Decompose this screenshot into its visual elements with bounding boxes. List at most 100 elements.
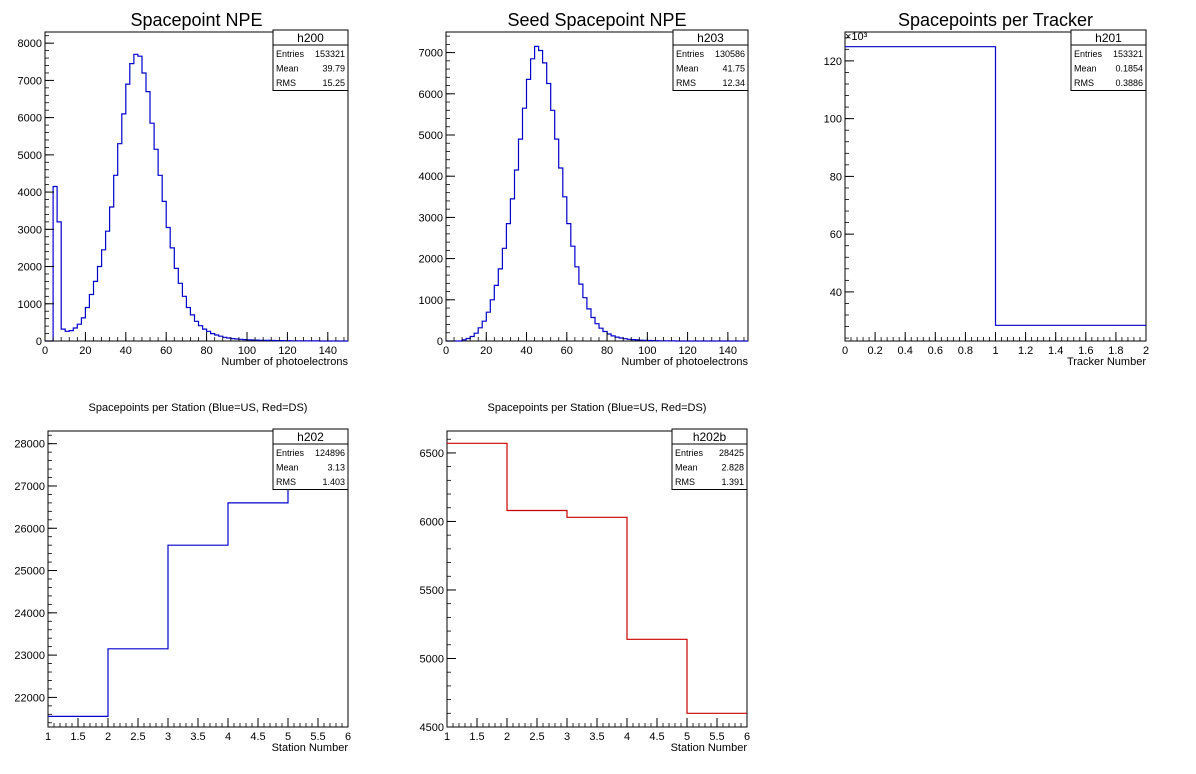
x-axis-label: Tracker Number — [1067, 356, 1146, 368]
stats-value: 153321 — [1113, 49, 1143, 59]
y-tick-label: 6000 — [18, 113, 42, 125]
chart-h201: Spacepoints per Tracker 0 0.2 0.4 0.6 0.8 1 1.2… — [824, 10, 1149, 368]
stats-value: 0.3886 — [1115, 78, 1143, 88]
chart-h203: Seed Spacepoint NPE 0 20 40 60 80 100 120 140 0 10… — [419, 10, 749, 368]
stats-label: RMS — [1074, 78, 1094, 88]
x-tick-label: 0 — [842, 345, 848, 357]
x-tick-label: 2.5 — [529, 731, 544, 743]
x-tick-label: 140 — [719, 345, 737, 357]
y-tick-label: 5000 — [420, 653, 444, 665]
chart-h202: Spacepoints per Station (Blue=US, Red=DS… — [14, 402, 351, 754]
stats-value: 0.1854 — [1115, 64, 1143, 74]
y-tick-label: 120 — [824, 56, 842, 68]
y-tick-label: 8000 — [18, 38, 42, 50]
y-tick-label: 100 — [824, 114, 842, 126]
y-tick-label: 4000 — [419, 171, 443, 183]
stats-box-title: h202 — [297, 430, 324, 444]
y-tick-label: 7000 — [18, 75, 42, 87]
plot-frame — [445, 31, 749, 342]
x-axis-label: Number of photoelectrons — [621, 356, 748, 368]
x-tick-label: 100 — [238, 345, 256, 357]
chart-title: Spacepoints per Station (Blue=US, Red=DS… — [488, 402, 707, 414]
x-tick-label: 20 — [480, 345, 492, 357]
x-tick-label: 0 — [443, 345, 449, 357]
stats-box-title: h202b — [693, 430, 727, 444]
stats-value: 15.25 — [322, 78, 345, 88]
stats-box-title: h203 — [697, 31, 724, 45]
histogram-series — [45, 53, 348, 342]
x-tick-label: 1 — [45, 731, 51, 743]
stats-box: h203 Entries 130586 Mean 41.75 RMS 12.34 — [672, 29, 749, 91]
stats-box: h202 Entries 124896 Mean 3.13 RMS 1.403 — [272, 428, 349, 490]
chart-title: Spacepoint NPE — [130, 10, 262, 30]
stats-label: Entries — [676, 49, 705, 59]
y-tick-label: 2000 — [18, 262, 42, 274]
x-tick-label: 3 — [165, 731, 171, 743]
stats-value: 3.13 — [327, 463, 345, 473]
x-tick-label: 2.5 — [130, 731, 145, 743]
y-tick-label: 40 — [830, 287, 842, 299]
chart-title: Spacepoints per Station (Blue=US, Red=DS… — [89, 402, 308, 414]
x-tick-label: 1.4 — [1048, 345, 1063, 357]
y-tick-label: 1000 — [419, 295, 443, 307]
y-tick-label: 60 — [830, 229, 842, 241]
x-tick-label: 1.5 — [70, 731, 85, 743]
stats-value: 2.828 — [721, 463, 744, 473]
x-axis-label: Number of photoelectrons — [221, 356, 348, 368]
y-tick-label: 80 — [830, 171, 842, 183]
x-tick-label: 5 — [285, 731, 291, 743]
stats-label: Mean — [276, 64, 299, 74]
x-tick-label: 5 — [684, 731, 690, 743]
y-tick-label: 6000 — [420, 516, 444, 528]
x-tick-label: 4.5 — [649, 731, 664, 743]
x-tick-label: 4.5 — [250, 731, 265, 743]
chart-h200: Spacepoint NPE 0 20 40 60 80 100 120 140 0 1000 200… — [18, 10, 349, 368]
x-tick-label: 0 — [42, 345, 48, 357]
x-tick-label: 1.6 — [1078, 345, 1093, 357]
stats-label: Entries — [1074, 49, 1103, 59]
x-tick-label: 5.5 — [310, 731, 325, 743]
histogram-series — [447, 442, 747, 714]
stats-label: Mean — [276, 463, 299, 473]
stats-value: 39.79 — [322, 64, 345, 74]
x-tick-label: 4 — [225, 731, 231, 743]
y-tick-label: 6000 — [419, 89, 443, 101]
x-tick-label: 0.6 — [928, 345, 943, 357]
x-tick-label: 20 — [79, 345, 91, 357]
stats-box-title: h201 — [1095, 31, 1122, 45]
stats-label: Entries — [276, 448, 305, 458]
x-tick-label: 40 — [120, 345, 132, 357]
y-tick-label: 5000 — [419, 130, 443, 142]
stats-value: 1.403 — [322, 477, 345, 487]
x-tick-label: 140 — [319, 345, 337, 357]
y-tick-label: 6500 — [420, 448, 444, 460]
y-tick-label: 1000 — [18, 299, 42, 311]
y-tick-label: 3000 — [419, 212, 443, 224]
stats-box-title: h200 — [297, 31, 324, 45]
y-tick-label: 3000 — [18, 224, 42, 236]
stats-label: Mean — [1074, 64, 1097, 74]
x-tick-label: 1.2 — [1018, 345, 1033, 357]
y-tick-label: 26000 — [14, 523, 45, 535]
x-tick-label: 120 — [278, 345, 296, 357]
x-tick-label: 3.5 — [589, 731, 604, 743]
x-tick-label: 80 — [200, 345, 212, 357]
x-axis-label: Station Number — [272, 742, 349, 754]
x-tick-label: 1.5 — [469, 731, 484, 743]
stats-box: h200 Entries 153321 Mean 39.79 RMS 15.25 — [272, 29, 349, 91]
plot-frame — [44, 31, 349, 342]
stats-label: Mean — [675, 463, 698, 473]
stats-value: 130586 — [715, 49, 745, 59]
x-tick-label: 60 — [160, 345, 172, 357]
chart-title: Seed Spacepoint NPE — [507, 10, 686, 30]
stats-value: 12.34 — [722, 78, 745, 88]
stats-box: h202b Entries 28425 Mean 2.828 RMS 1.391 — [671, 428, 748, 490]
stats-value: 28425 — [719, 448, 744, 458]
stats-label: RMS — [276, 78, 296, 88]
stats-label: Entries — [675, 448, 704, 458]
x-tick-label: 60 — [561, 345, 573, 357]
y-tick-label: 2000 — [419, 254, 443, 266]
y-tick-label: 24000 — [14, 608, 45, 620]
y-tick-label: 22000 — [14, 692, 45, 704]
y-axis-multiplier: ×10³ — [845, 31, 868, 43]
